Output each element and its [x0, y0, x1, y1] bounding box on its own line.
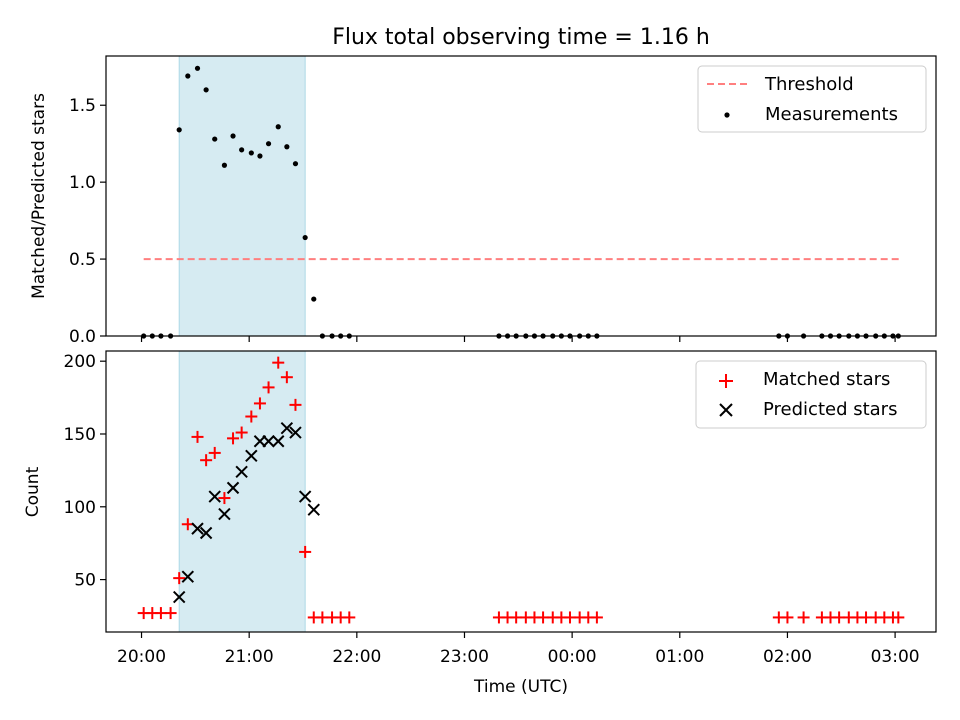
x-tick-label: 23:00	[440, 647, 489, 667]
predicted-stars-point	[199, 526, 213, 540]
matched-stars-point	[218, 492, 231, 505]
x-tick-label: 21:00	[225, 647, 274, 667]
x-tick-label: 01:00	[655, 647, 704, 667]
x-tick-label: 22:00	[332, 647, 381, 667]
y-tick-label: 200	[64, 352, 96, 372]
matched-stars-point	[272, 356, 285, 369]
matched-stars-point	[235, 426, 248, 439]
matched-stars-point	[797, 611, 810, 624]
y-tick-label: 150	[64, 425, 96, 445]
measurement-point	[221, 162, 228, 168]
y-tick-label: 1.5	[69, 96, 96, 116]
measurement-point	[239, 147, 245, 153]
predicted-stars-point	[245, 449, 258, 463]
predicted-stars-point	[226, 481, 240, 495]
matched-stars-point	[299, 545, 312, 558]
y-tick-label: 0.5	[69, 250, 96, 270]
y-tick-label: 100	[64, 498, 96, 518]
predicted-stars-point	[298, 490, 312, 503]
measurement-point	[284, 144, 290, 150]
top-axes-frame	[105, 55, 937, 337]
y-tick-label: 1.0	[69, 173, 96, 193]
matched-stars-point	[191, 430, 204, 443]
matched-stars-point	[253, 397, 266, 410]
matched-stars-point	[245, 410, 258, 423]
measurement-point	[311, 296, 317, 302]
top-panel: 0.0 0.5 1.0 1.5 Matched/Predicted stars Thr…	[29, 55, 937, 347]
measurement-point	[302, 234, 308, 241]
matched-stars-point	[227, 432, 240, 445]
measurement-point	[248, 150, 254, 156]
matched-stars-point	[289, 398, 302, 411]
measurement-point	[212, 136, 218, 142]
bottom-legend: Matched stars Predicted stars	[695, 360, 927, 429]
predicted-stars-point	[235, 465, 248, 479]
measurement-point	[203, 87, 209, 93]
x-axis-label: Time (UTC)	[473, 677, 568, 697]
matched-stars-point	[200, 454, 213, 467]
legend-measurements-label: Measurements	[765, 104, 898, 125]
chart-title: Flux total observing time = 1.16 h	[332, 25, 710, 50]
matched-stars-point	[262, 381, 275, 394]
y-tick-label: 0.0	[69, 327, 96, 347]
predicted-stars-point	[289, 426, 302, 439]
predicted-stars-point	[208, 490, 221, 503]
measurement-point	[176, 127, 182, 133]
y-tick-label: 50	[74, 571, 96, 591]
highlight-span-bottom	[178, 350, 306, 633]
x-tick-label: 00:00	[548, 647, 597, 667]
highlight-span-top	[178, 55, 306, 337]
predicted-stars-point	[280, 421, 294, 435]
measurement-point	[257, 153, 263, 159]
predicted-stars-point	[307, 503, 320, 516]
measurement-point	[292, 161, 299, 167]
measurement-point	[185, 73, 191, 79]
legend-matched-swatch	[719, 374, 733, 388]
measurement-point	[275, 124, 281, 130]
matched-stars-point	[164, 607, 177, 620]
matched-stars-point	[343, 611, 356, 624]
top-legend: Threshold Measurements	[697, 65, 927, 133]
x-tick-label: 20:00	[117, 647, 166, 667]
predicted-stars-point	[272, 435, 285, 448]
matched-stars-point	[280, 371, 293, 384]
matched-stars-point	[173, 572, 186, 585]
predicted-stars-point	[181, 570, 195, 583]
legend-matched-label: Matched stars	[763, 369, 890, 390]
bottom-panel: 50 100 150 200 20:00 21:00 22:00 23:00 00:00 01:…	[23, 350, 937, 697]
predicted-stars-point	[218, 507, 231, 521]
measurement-point	[230, 133, 236, 139]
matched-stars-point	[590, 611, 603, 624]
legend-threshold-label: Threshold	[764, 74, 854, 95]
legend-predicted-swatch	[719, 403, 733, 417]
predicted-stars-point	[262, 435, 275, 448]
matched-stars-point	[892, 611, 905, 624]
predicted-stars-point	[191, 522, 204, 535]
measurement-point	[265, 141, 272, 147]
x-tick-label: 02:00	[763, 647, 812, 667]
matched-stars-point	[208, 446, 221, 459]
bottom-axes-frame	[105, 350, 937, 633]
measurement-point	[194, 65, 201, 71]
x-tick-label: 03:00	[871, 647, 920, 667]
top-y-axis-label: Matched/Predicted stars	[29, 93, 49, 299]
predicted-stars-point	[172, 590, 186, 604]
matched-stars-point	[781, 611, 794, 624]
bottom-y-axis-label: Count	[23, 466, 43, 517]
legend-measurements-swatch	[724, 112, 730, 118]
legend-predicted-label: Predicted stars	[763, 399, 897, 420]
